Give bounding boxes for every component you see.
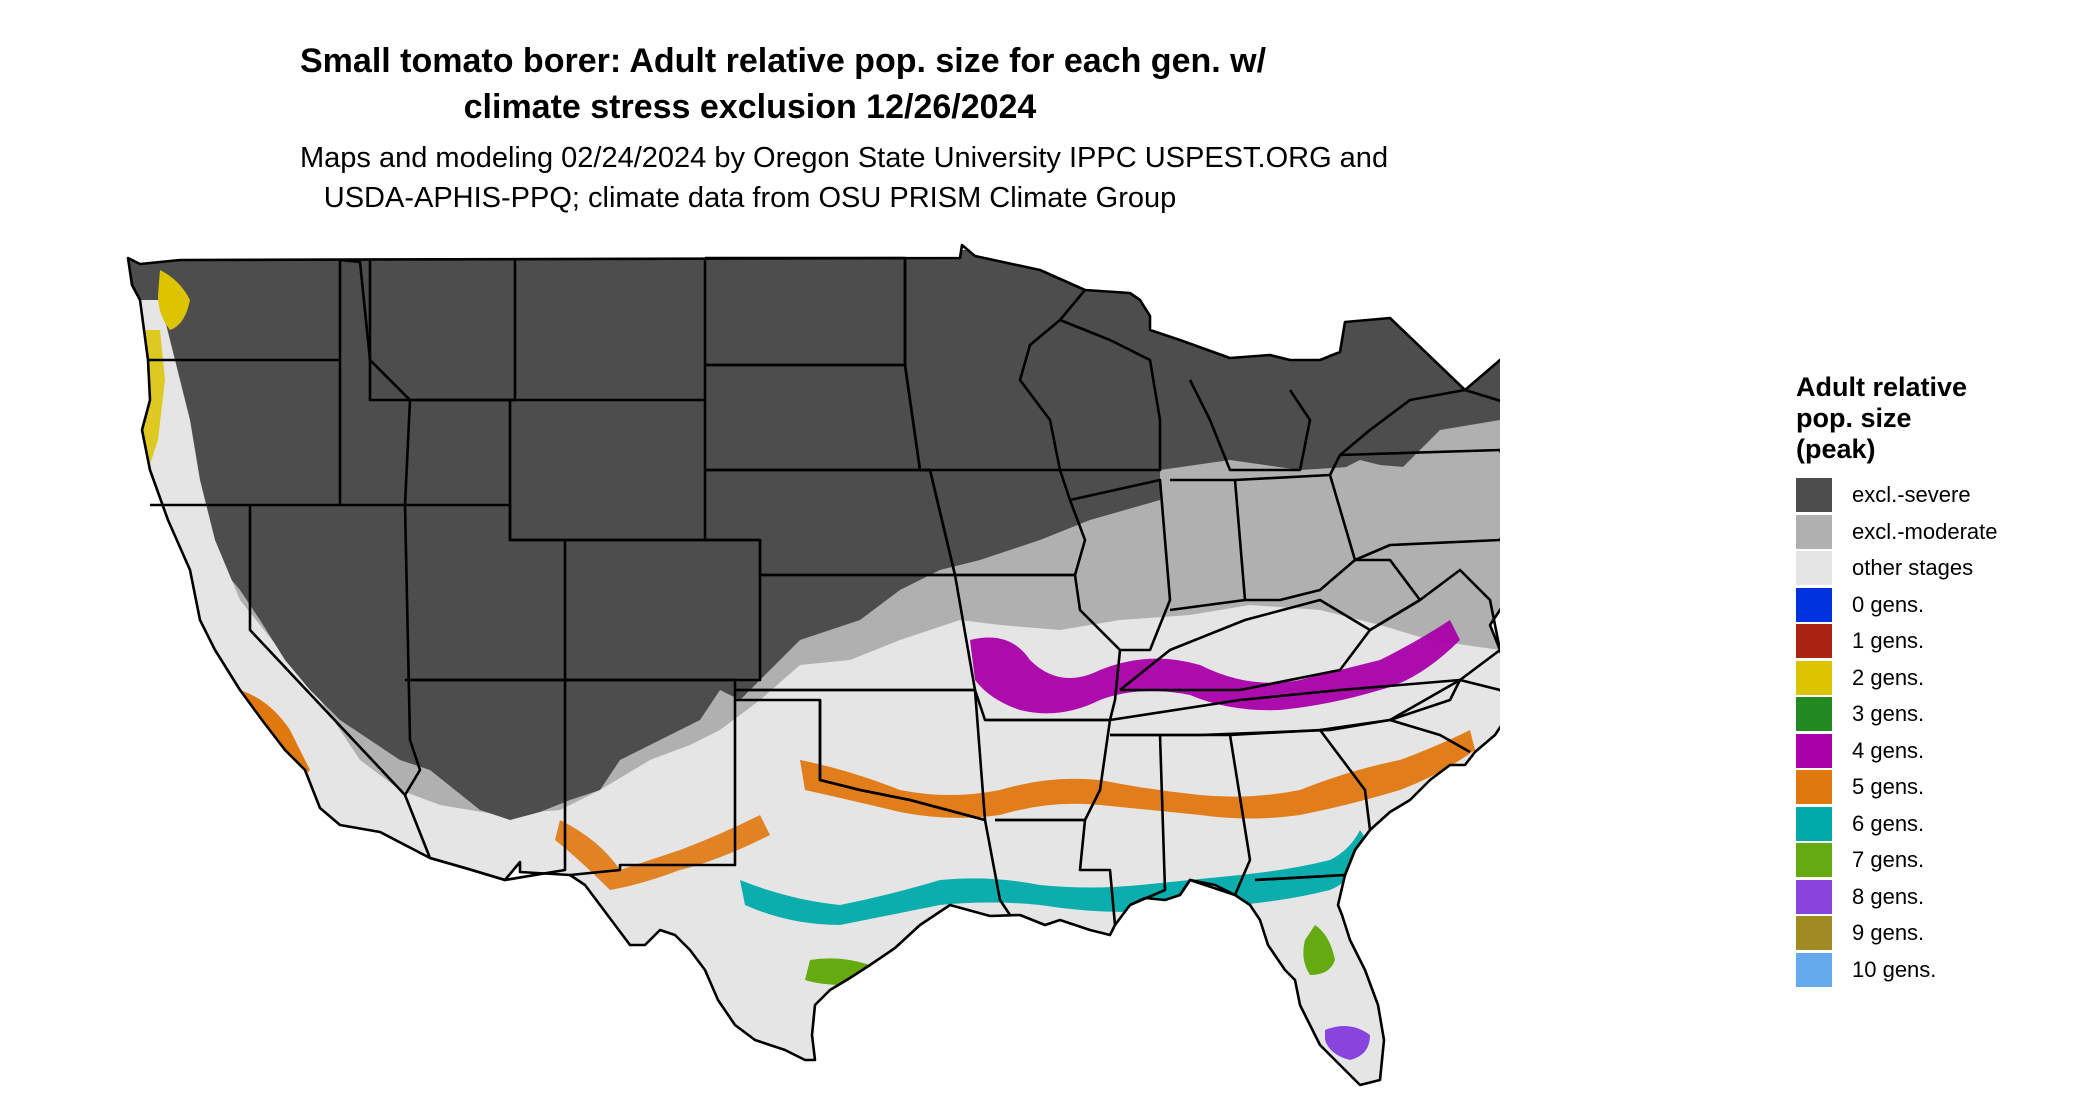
- gen2-washington: [158, 270, 190, 330]
- subtitle-line-2: USDA-APHIS-PPQ; climate data from OSU PR…: [323, 182, 1177, 214]
- border-mi: [1188, 379, 1312, 472]
- legend-item: 5 gens.: [1796, 769, 1998, 806]
- legend-item: excl.-severe: [1796, 477, 1998, 514]
- legend-label: 3 gens.: [1852, 701, 1925, 727]
- legend-swatch: [1796, 551, 1832, 586]
- legend-label: 7 gens.: [1852, 847, 1925, 873]
- legend-item: 2 gens.: [1796, 660, 1998, 697]
- border-mt-south: [410, 258, 707, 402]
- state-boundaries: [126, 243, 1500, 1087]
- legend-swatch: [1796, 843, 1832, 878]
- gen7-florida: [1303, 925, 1335, 975]
- legend-label: 6 gens.: [1852, 810, 1925, 836]
- gen5-band: [800, 730, 1475, 819]
- coastal-other-stages: [128, 300, 340, 825]
- legend-item: excl.-moderate: [1796, 514, 1998, 551]
- ohio-valley-moderate: [1160, 460, 1500, 590]
- border-wv: [1355, 558, 1422, 632]
- legend-item: 4 gens.: [1796, 733, 1998, 770]
- legend-item: other stages: [1796, 550, 1998, 587]
- legend-rows: excl.-severe excl.-moderate other stages 0 …: [1796, 477, 1998, 988]
- legend-label: 10 gens.: [1852, 956, 1937, 982]
- legend-label: 9 gens.: [1852, 920, 1925, 946]
- legend-label: 2 gens.: [1852, 664, 1925, 690]
- border-oh: [1234, 473, 1357, 602]
- legend-title-line-2: pop. size: [1796, 403, 1912, 433]
- legend-item: 8 gens.: [1796, 879, 1998, 916]
- us-map: [126, 243, 1500, 1087]
- legend-label: 4 gens.: [1852, 737, 1925, 763]
- legend-label: 1 gens.: [1852, 628, 1925, 654]
- border-or: [150, 360, 342, 507]
- legend-title: Adult relative pop. size (peak): [1796, 372, 1998, 465]
- legend-swatch: [1796, 879, 1832, 914]
- legend-swatch: [1796, 733, 1832, 768]
- legend-item: 1 gens.: [1796, 623, 1998, 660]
- border-ms: [1110, 733, 1167, 907]
- legend-label: other stages: [1852, 555, 1974, 581]
- legend-title-line-1: Adult relative: [1796, 372, 1968, 402]
- legend-swatch: [1796, 660, 1832, 695]
- legend-swatch: [1796, 514, 1832, 549]
- border-tx: [818, 700, 1012, 916]
- legend-label: 5 gens.: [1852, 774, 1925, 800]
- border-al: [1160, 733, 1252, 897]
- border-wi: [1059, 318, 1162, 472]
- border-nm: [565, 678, 737, 877]
- border-ky: [1119, 598, 1372, 692]
- legend-swatch: [1796, 916, 1832, 951]
- legend-label: 8 gens.: [1852, 883, 1925, 909]
- legend-item: 9 gens.: [1796, 915, 1998, 952]
- border-ny: [1339, 388, 1500, 456]
- legend-label: 0 gens.: [1852, 591, 1925, 617]
- map-legend: Adult relative pop. size (peak) excl.-se…: [1796, 372, 1998, 988]
- legend-swatch: [1796, 697, 1832, 732]
- border-in: [1169, 478, 1247, 612]
- legend-swatch: [1796, 952, 1832, 987]
- title-line-2: climate stress exclusion 12/26/2024: [463, 88, 1037, 126]
- border-la: [995, 818, 1117, 926]
- legend-label: excl.-severe: [1852, 482, 1971, 508]
- legend-item: 0 gens.: [1796, 587, 1998, 624]
- legend-swatch: [1796, 770, 1832, 805]
- border-id: [339, 258, 412, 507]
- border-fl: [1254, 873, 1346, 882]
- map-fill-layers: [128, 245, 1500, 1085]
- legend-swatch: [1796, 587, 1832, 622]
- gen8-florida: [1325, 1026, 1370, 1060]
- excl-severe-region: [128, 250, 1500, 820]
- legend-swatch: [1796, 478, 1832, 513]
- border-nc: [1389, 678, 1500, 722]
- border-il: [1069, 478, 1172, 652]
- gen8-texas: [860, 1045, 890, 1063]
- border-nv: [248, 504, 422, 797]
- map-title: Small tomato borer: Adult relative pop. …: [300, 38, 1267, 130]
- legend-item: 6 gens.: [1796, 806, 1998, 843]
- border-mn: [903, 258, 1086, 472]
- us-outline: [126, 243, 1500, 1087]
- border-sc: [1319, 718, 1471, 754]
- legend-swatch: [1796, 806, 1832, 841]
- legend-swatch: [1796, 624, 1832, 659]
- legend-item: 10 gens.: [1796, 952, 1998, 989]
- legend-item: 3 gens.: [1796, 696, 1998, 733]
- title-line-1: Small tomato borer: Adult relative pop. …: [300, 42, 1267, 80]
- legend-label: excl.-moderate: [1852, 518, 1998, 544]
- legend-title-line-3: (peak): [1796, 434, 1876, 464]
- legend-item: 7 gens.: [1796, 842, 1998, 879]
